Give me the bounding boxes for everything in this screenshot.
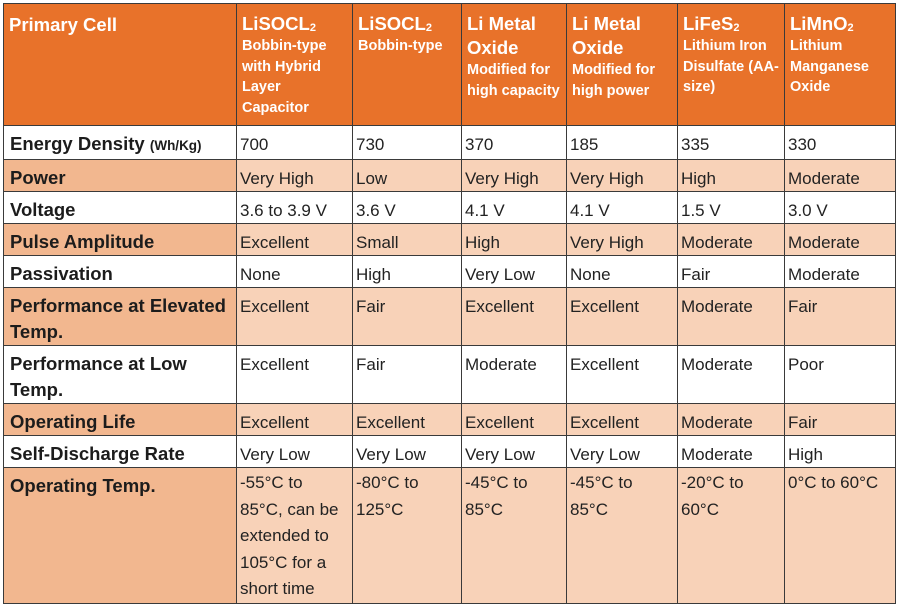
table-cell: 370 xyxy=(461,125,567,160)
table-row: Operating Temp. -55°C to 85°C, can be ex… xyxy=(3,467,896,604)
table-cell: 0°C to 60°C xyxy=(784,467,896,604)
row-label: Performance at Low Temp. xyxy=(3,345,237,404)
table-cell: 3.0 V xyxy=(784,191,896,224)
table-cell: Very Low xyxy=(352,435,462,468)
table-cell: High xyxy=(677,159,785,192)
table-cell: Very Low xyxy=(566,435,678,468)
table-cell: High xyxy=(352,255,462,288)
table-cell: 4.1 V xyxy=(461,191,567,224)
table-cell: Excellent xyxy=(566,345,678,404)
table-cell: -45°C to 85°C xyxy=(461,467,567,604)
table-cell: Moderate xyxy=(784,255,896,288)
header-li-metal-oxide-capacity: Li Metal Oxide Modified for high capacit… xyxy=(461,3,567,126)
header-li-metal-oxide-power: Li Metal Oxide Modified for high power xyxy=(566,3,678,126)
table-cell: Moderate xyxy=(784,223,896,256)
table-cell: 700 xyxy=(236,125,353,160)
table-cell: 330 xyxy=(784,125,896,160)
table-cell: Excellent xyxy=(461,287,567,346)
table-cell: Excellent xyxy=(236,403,353,436)
table-cell: 3.6 V xyxy=(352,191,462,224)
table-cell: Moderate xyxy=(677,403,785,436)
table-cell: Low xyxy=(352,159,462,192)
table-cell: Moderate xyxy=(677,345,785,404)
table-cell: Excellent xyxy=(352,403,462,436)
row-label: Performance at Elevated Temp. xyxy=(3,287,237,346)
row-label: Operating Life xyxy=(3,403,237,436)
row-label: Operating Temp. xyxy=(3,467,237,604)
table-cell: -55°C to 85°C, can be extended to 105°C … xyxy=(236,467,353,604)
table-cell: 4.1 V xyxy=(566,191,678,224)
table-cell: Very Low xyxy=(236,435,353,468)
header-primary-cell: Primary Cell xyxy=(3,3,237,126)
table-cell: 1.5 V xyxy=(677,191,785,224)
table-row: Voltage 3.6 to 3.9 V 3.6 V 4.1 V 4.1 V 1… xyxy=(3,191,896,224)
table-cell: -20°C to 60°C xyxy=(677,467,785,604)
table-cell: Fair xyxy=(352,345,462,404)
table-cell: High xyxy=(461,223,567,256)
table-cell: Moderate xyxy=(461,345,567,404)
table-cell: Very High xyxy=(566,223,678,256)
table-cell: 3.6 to 3.9 V xyxy=(236,191,353,224)
table-row: Performance at Low Temp. Excellent Fair … xyxy=(3,345,896,404)
table-row: Performance at Elevated Temp. Excellent … xyxy=(3,287,896,346)
table-cell: Fair xyxy=(677,255,785,288)
table-cell: Fair xyxy=(784,287,896,346)
table-cell: Very High xyxy=(461,159,567,192)
row-label: Self-Discharge Rate xyxy=(3,435,237,468)
table-cell: Moderate xyxy=(677,223,785,256)
table-cell: Excellent xyxy=(566,403,678,436)
table-row: Operating Life Excellent Excellent Excel… xyxy=(3,403,896,436)
table-cell: -80°C to 125°C xyxy=(352,467,462,604)
table-cell: None xyxy=(566,255,678,288)
table-cell: Excellent xyxy=(566,287,678,346)
table-cell: High xyxy=(784,435,896,468)
row-label: Pulse Amplitude xyxy=(3,223,237,256)
table-cell: Excellent xyxy=(236,223,353,256)
row-label: Power xyxy=(3,159,237,192)
table-cell: Excellent xyxy=(461,403,567,436)
table-cell: Moderate xyxy=(677,435,785,468)
table-cell: Moderate xyxy=(784,159,896,192)
row-label: Energy Density (Wh/Kg) xyxy=(3,125,237,160)
row-label: Voltage xyxy=(3,191,237,224)
table-cell: Very Low xyxy=(461,255,567,288)
header-lisocl2-bobbin: LiSOCL2 Bobbin-type xyxy=(352,3,462,126)
header-limno2: LiMnO2 Lithium Manganese Oxide xyxy=(784,3,896,126)
table-cell: Moderate xyxy=(677,287,785,346)
table-row: Power Very High Low Very High Very High … xyxy=(3,159,896,192)
header-lisocl2-hybrid: LiSOCL2 Bobbin-type with Hybrid Layer Ca… xyxy=(236,3,353,126)
battery-comparison-table: Primary Cell LiSOCL2 Bobbin-type with Hy… xyxy=(3,3,896,604)
table-cell: -45°C to 85°C xyxy=(566,467,678,604)
header-row: Primary Cell LiSOCL2 Bobbin-type with Hy… xyxy=(3,3,896,126)
table-row: Passivation None High Very Low None Fair… xyxy=(3,255,896,288)
table-cell: Very High xyxy=(236,159,353,192)
table-cell: Fair xyxy=(784,403,896,436)
table-cell: Excellent xyxy=(236,345,353,404)
table-cell: 335 xyxy=(677,125,785,160)
table-cell: None xyxy=(236,255,353,288)
table-row: Pulse Amplitude Excellent Small High Ver… xyxy=(3,223,896,256)
row-label: Passivation xyxy=(3,255,237,288)
table-cell: 730 xyxy=(352,125,462,160)
table-cell: 185 xyxy=(566,125,678,160)
table-cell: Excellent xyxy=(236,287,353,346)
table-cell: Small xyxy=(352,223,462,256)
table-cell: Fair xyxy=(352,287,462,346)
table-cell: Very Low xyxy=(461,435,567,468)
table-cell: Very High xyxy=(566,159,678,192)
table-row: Self-Discharge Rate Very Low Very Low Ve… xyxy=(3,435,896,468)
table-cell: Poor xyxy=(784,345,896,404)
table-row: Energy Density (Wh/Kg) 700 730 370 185 3… xyxy=(3,125,896,160)
header-lifes2: LiFeS2 Lithium Iron Disulfate (AA-size) xyxy=(677,3,785,126)
